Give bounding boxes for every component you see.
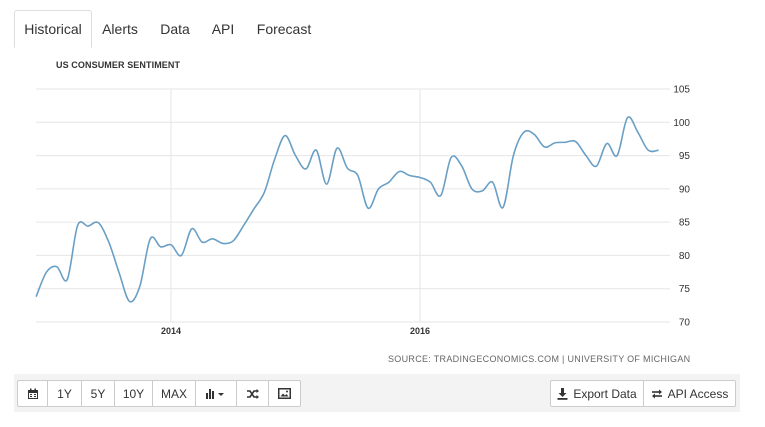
download-image-button[interactable] xyxy=(268,380,301,407)
export-data-label: Export Data xyxy=(573,386,637,401)
tab-bar: Historical Alerts Data API Forecast xyxy=(14,10,740,49)
source-label: SOURCE: TRADINGECONOMICS.COM | UNIVERSIT… xyxy=(388,354,691,364)
api-access-button[interactable]: API Access xyxy=(643,380,736,407)
api-access-label: API Access xyxy=(667,386,729,401)
chart-title: US CONSUMER SENTIMENT xyxy=(56,60,181,70)
tab-alerts[interactable]: Alerts xyxy=(102,21,138,37)
tab-forecast[interactable]: Forecast xyxy=(256,21,312,37)
download-icon xyxy=(557,387,568,400)
y-tick-label: 70 xyxy=(679,318,691,329)
y-tick-label: 80 xyxy=(679,251,691,262)
calendar-button[interactable] xyxy=(17,380,48,407)
x-tick-label: 2014 xyxy=(161,326,181,336)
exchange-icon xyxy=(651,389,662,398)
range-10y-button[interactable]: 10Y xyxy=(114,380,153,407)
y-tick-label: 90 xyxy=(679,184,691,195)
y-tick-label: 100 xyxy=(673,118,690,129)
range-5y-button[interactable]: 5Y xyxy=(81,380,115,407)
chart-panel xyxy=(14,48,740,412)
toolbar-right-group: Export Data API Access xyxy=(550,380,736,407)
y-tick-label: 105 xyxy=(673,85,690,96)
tab-api[interactable]: API xyxy=(211,21,235,37)
toolbar-left-group: 1Y 5Y 10Y MAX xyxy=(17,380,301,407)
calendar-icon xyxy=(27,388,38,399)
y-tick-label: 75 xyxy=(679,284,691,295)
bar-chart-icon xyxy=(206,388,224,399)
y-tick-label: 85 xyxy=(679,218,691,229)
compare-button[interactable] xyxy=(236,380,269,407)
image-icon xyxy=(278,388,291,399)
x-tick-label: 2016 xyxy=(410,326,430,336)
series-line xyxy=(35,116,659,303)
range-1y-button[interactable]: 1Y xyxy=(47,380,82,407)
export-data-button[interactable]: Export Data xyxy=(550,380,644,407)
y-tick-label: 95 xyxy=(679,151,691,162)
range-max-button[interactable]: MAX xyxy=(152,380,196,407)
tab-historical[interactable]: Historical xyxy=(14,10,92,48)
shuffle-icon xyxy=(246,388,259,399)
tab-data[interactable]: Data xyxy=(160,21,190,37)
chart-type-button[interactable] xyxy=(195,380,237,407)
